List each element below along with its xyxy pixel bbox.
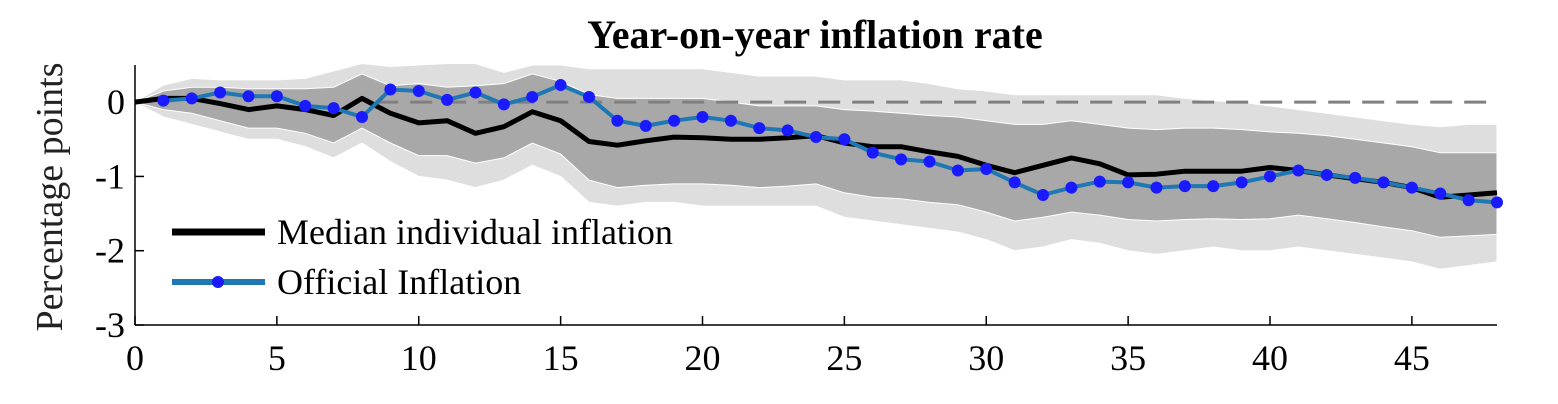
series-1-marker-12: [497, 98, 510, 111]
x-tick-label-7: 35: [1110, 338, 1146, 378]
series-1-marker-28: [951, 164, 964, 177]
series-1-marker-40: [1292, 164, 1305, 177]
y-tick-label-2: -2: [95, 231, 125, 271]
x-tick-label-1: 5: [268, 338, 286, 378]
series-1-marker-27: [923, 155, 936, 168]
series-1-marker-25: [866, 146, 879, 159]
series-lines: [134, 79, 1503, 209]
series-1-marker-7: [356, 111, 368, 123]
series-1-marker-31: [1037, 189, 1049, 201]
series-1-marker-8: [384, 83, 397, 96]
series-1-marker-24: [838, 133, 851, 146]
series-1-marker-4: [270, 90, 283, 103]
series-1-marker-39: [1264, 170, 1276, 183]
series-1-marker-35: [1150, 181, 1163, 194]
series-1-marker-16: [611, 114, 624, 127]
axes: 0 5 10 15 20 25 30 35 40 45 0 -1 -2 -3: [95, 65, 1497, 378]
series-1-marker-41: [1320, 168, 1333, 181]
series-1-marker-45: [1434, 187, 1447, 200]
series-1-marker-33: [1093, 175, 1106, 188]
series-1-marker-42: [1349, 171, 1362, 184]
chart-title: Year-on-year inflation rate: [587, 12, 1042, 57]
series-1-marker-29: [980, 163, 993, 175]
series-1-marker-21: [753, 122, 766, 135]
series-1-marker-11: [469, 86, 482, 99]
y-tick-label-0: 0: [107, 82, 125, 122]
series-1-marker-37: [1207, 180, 1220, 193]
x-tick-label-6: 30: [968, 338, 1004, 378]
series-1-marker-43: [1377, 176, 1390, 189]
legend: Median individual inflation Official Infl…: [172, 212, 673, 302]
y-axis-label: Percentage points: [29, 62, 71, 331]
x-tick-label-4: 20: [685, 338, 721, 378]
series-1-marker-19: [696, 111, 709, 123]
x-tick-label-5: 25: [826, 338, 862, 378]
series-1-marker-38: [1235, 176, 1248, 189]
series-1-marker-32: [1065, 181, 1078, 194]
y-tick-label-3: -3: [95, 305, 125, 345]
series-1-marker-18: [668, 114, 681, 127]
x-tick-label-3: 15: [543, 338, 579, 378]
series-1-marker-0: [157, 94, 170, 107]
series-1-marker-46: [1462, 194, 1475, 207]
legend-marker-1: [212, 276, 224, 288]
series-1-marker-10: [441, 93, 454, 106]
series-1-marker-6: [327, 102, 340, 115]
y-tick-label-1: -1: [95, 156, 125, 196]
series-1-marker-1: [185, 92, 198, 105]
series-1-marker-47: [1491, 196, 1503, 209]
series-1-marker-22: [781, 124, 794, 137]
series-1-marker-15: [583, 90, 595, 103]
x-tick-label-2: 10: [401, 338, 437, 378]
series-1-marker-17: [639, 119, 652, 132]
series-1-marker-9: [412, 85, 425, 97]
series-1-marker-23: [810, 131, 822, 144]
series-1-marker-5: [299, 99, 312, 112]
legend-label-1: Official Inflation: [277, 262, 521, 302]
x-tick-label-9: 45: [1394, 338, 1430, 378]
series-1-marker-44: [1405, 181, 1418, 194]
series-1-marker-26: [895, 153, 908, 166]
series-1-marker-20: [724, 114, 737, 127]
confidence-bands: [133, 62, 1498, 270]
series-1-marker-2: [214, 86, 227, 99]
series-1-marker-13: [526, 90, 539, 103]
series-1-marker-36: [1178, 180, 1191, 193]
legend-label-0: Median individual inflation: [277, 212, 673, 252]
x-tick-label-0: 0: [126, 338, 144, 378]
series-1-marker-30: [1008, 176, 1021, 189]
series-1-marker-14: [554, 79, 567, 92]
series-1-marker-34: [1122, 176, 1135, 189]
x-tick-label-8: 40: [1252, 338, 1288, 378]
series-1-marker-3: [242, 90, 255, 103]
